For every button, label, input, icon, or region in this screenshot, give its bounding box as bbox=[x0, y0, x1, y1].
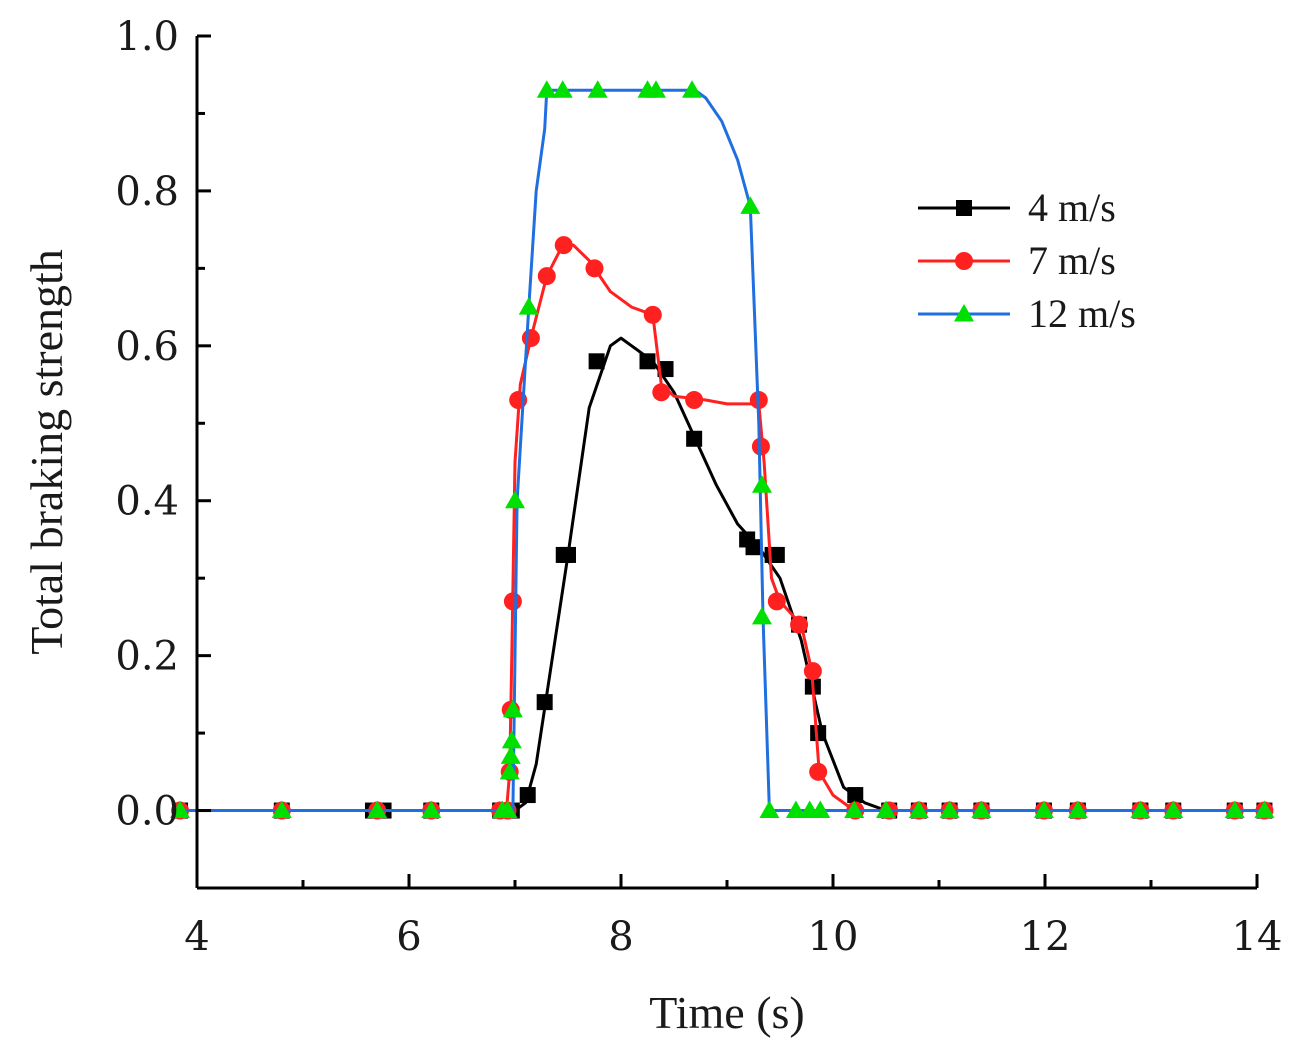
legend-marker-2 bbox=[954, 304, 974, 322]
x-tick-label-3: 10 bbox=[808, 914, 859, 960]
data-point-2-24 bbox=[810, 800, 831, 819]
data-point-2-27 bbox=[908, 800, 929, 819]
data-point-2-9 bbox=[502, 699, 523, 718]
data-point-0-12 bbox=[639, 353, 656, 370]
data-point-2-29 bbox=[971, 800, 992, 819]
y-tick-label-1: 0.2 bbox=[115, 634, 179, 680]
x-tick-label-1: 6 bbox=[396, 914, 421, 960]
series-line-2 bbox=[180, 88, 1265, 812]
x-axis-title: Time (s) bbox=[649, 987, 805, 1038]
legend-label-2: 12 m/s bbox=[1028, 291, 1136, 336]
x-tick-label-4: 12 bbox=[1020, 914, 1071, 960]
data-point-0-21 bbox=[810, 725, 827, 742]
data-point-1-12 bbox=[554, 236, 573, 255]
data-point-1-8 bbox=[503, 592, 522, 611]
y-tick-label-5: 1.0 bbox=[115, 14, 179, 60]
data-point-1-13 bbox=[585, 259, 604, 278]
series-0 bbox=[172, 336, 1273, 819]
y-tick-label-3: 0.6 bbox=[115, 324, 179, 370]
data-point-0-14 bbox=[686, 430, 703, 447]
plot-marks bbox=[170, 80, 1275, 820]
y-tick-label-0: 0.0 bbox=[115, 789, 179, 835]
data-point-1-21 bbox=[803, 662, 822, 681]
legend-marker-0 bbox=[956, 200, 972, 216]
data-point-2-13 bbox=[552, 80, 573, 98]
data-point-2-6 bbox=[499, 761, 520, 780]
series-line-0 bbox=[180, 336, 1265, 812]
data-point-0-16 bbox=[745, 539, 762, 556]
data-point-1-16 bbox=[685, 391, 704, 410]
data-point-2-28 bbox=[939, 800, 960, 819]
data-point-1-19 bbox=[767, 592, 786, 611]
data-point-1-15 bbox=[652, 383, 671, 402]
data-point-2-16 bbox=[645, 80, 666, 98]
axes: 4 6 8 10 12 14 0.0 0.2 0.4 0.6 0.8 1.0 Time (s) Total… bbox=[21, 14, 1282, 1038]
data-point-2-0 bbox=[170, 800, 191, 819]
data-point-1-22 bbox=[809, 762, 828, 781]
legend-label-1: 7 m/s bbox=[1028, 238, 1116, 283]
data-point-2-18 bbox=[740, 196, 761, 214]
series-2 bbox=[170, 80, 1275, 819]
data-point-2-8 bbox=[501, 730, 522, 749]
data-point-2-26 bbox=[876, 800, 896, 819]
data-point-2-35 bbox=[1254, 800, 1275, 819]
data-point-0-22 bbox=[847, 787, 864, 804]
data-point-2-34 bbox=[1224, 800, 1245, 819]
data-point-2-21 bbox=[759, 800, 780, 819]
data-point-1-10 bbox=[521, 329, 540, 348]
data-point-2-30 bbox=[1033, 800, 1054, 819]
legend-marker-1 bbox=[955, 252, 973, 270]
data-point-0-10 bbox=[560, 546, 576, 563]
data-point-2-20 bbox=[751, 606, 772, 625]
legend-label-0: 4 m/s bbox=[1028, 185, 1116, 230]
x-tick-label-0: 4 bbox=[184, 914, 209, 960]
data-point-2-22 bbox=[785, 800, 806, 819]
x-tick-label-5: 14 bbox=[1232, 914, 1283, 960]
data-point-2-25 bbox=[844, 800, 865, 819]
y-tick-label-4: 0.8 bbox=[115, 169, 179, 215]
data-point-2-3 bbox=[421, 800, 442, 819]
data-point-2-31 bbox=[1067, 800, 1088, 819]
data-point-2-12 bbox=[536, 80, 557, 98]
data-point-0-11 bbox=[588, 353, 605, 370]
x-tick-label-2: 8 bbox=[608, 914, 633, 960]
data-point-1-20 bbox=[790, 615, 809, 634]
data-point-2-1 bbox=[271, 800, 292, 819]
series-line-1 bbox=[180, 243, 1265, 812]
data-point-1-11 bbox=[537, 267, 556, 286]
data-point-2-5 bbox=[497, 800, 518, 819]
data-point-2-14 bbox=[587, 80, 608, 98]
data-point-2-10 bbox=[505, 490, 525, 509]
data-point-2-33 bbox=[1163, 800, 1184, 819]
y-axis-title: Total braking strength bbox=[21, 249, 72, 655]
data-point-0-18 bbox=[768, 546, 785, 563]
data-point-2-11 bbox=[518, 297, 539, 315]
data-point-2-7 bbox=[500, 746, 521, 764]
data-point-2-17 bbox=[682, 80, 703, 98]
data-point-2-2 bbox=[367, 800, 388, 819]
data-point-0-7 bbox=[519, 787, 536, 804]
data-point-0-13 bbox=[657, 361, 674, 378]
legend: 4 m/s 7 m/s 12 m/s bbox=[918, 185, 1136, 336]
y-tick-label-2: 0.4 bbox=[115, 479, 179, 525]
data-point-1-14 bbox=[643, 305, 662, 324]
data-point-2-19 bbox=[751, 475, 772, 493]
data-point-2-32 bbox=[1130, 800, 1151, 819]
data-point-1-18 bbox=[751, 437, 770, 456]
data-point-0-8 bbox=[536, 694, 553, 711]
